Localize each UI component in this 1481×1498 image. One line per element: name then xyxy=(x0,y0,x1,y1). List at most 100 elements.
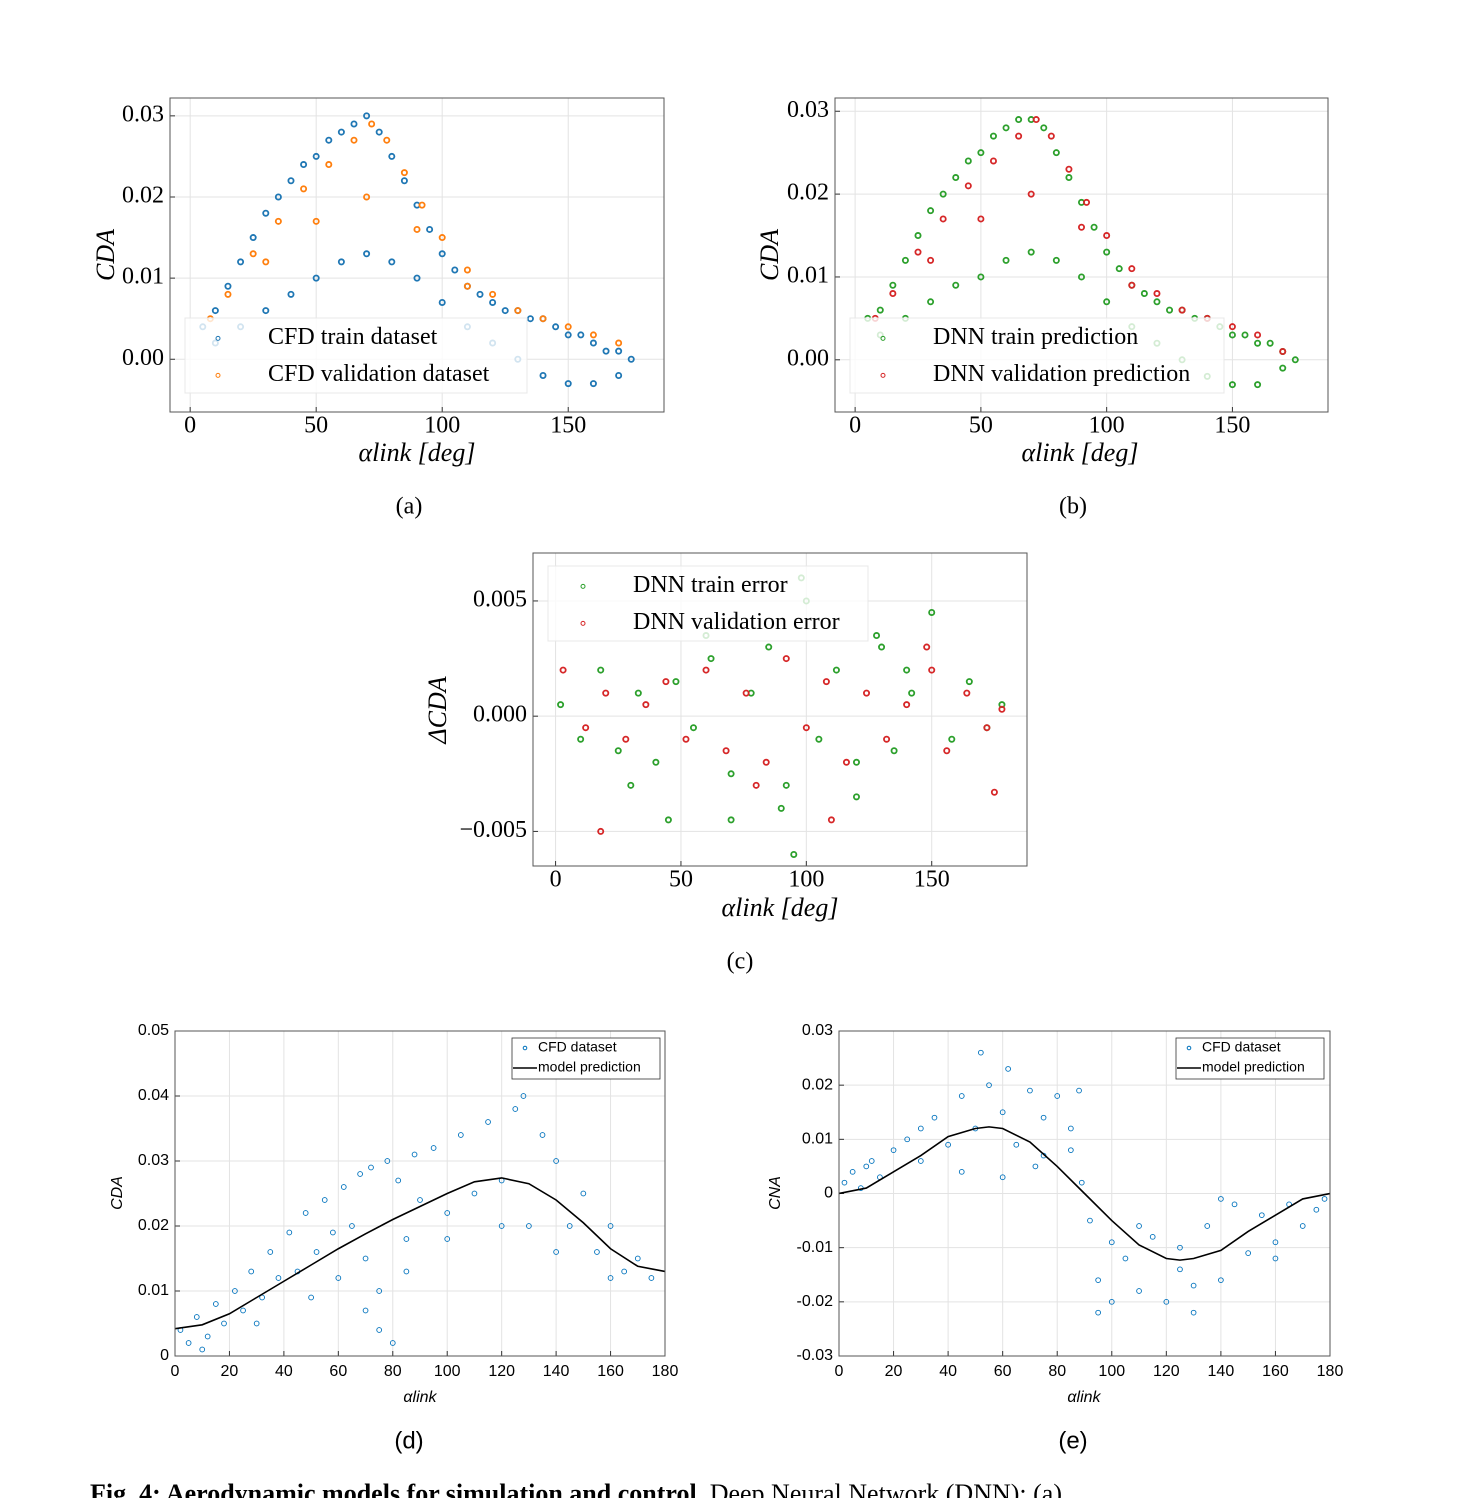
point xyxy=(368,1164,374,1171)
point xyxy=(388,152,396,160)
point xyxy=(662,678,670,686)
point xyxy=(964,182,972,190)
point xyxy=(642,701,650,709)
marks xyxy=(839,1049,1330,1316)
point xyxy=(204,1333,211,1340)
point xyxy=(634,1255,641,1262)
point xyxy=(1095,1309,1101,1316)
point xyxy=(928,666,936,674)
panel-label: (b) xyxy=(1059,494,1087,520)
panel-label: (a) xyxy=(396,494,423,520)
point xyxy=(330,1229,336,1236)
point xyxy=(1153,298,1161,306)
point xyxy=(552,323,560,331)
y-tick-label: 0.005 xyxy=(473,586,527,612)
point xyxy=(672,678,680,686)
point xyxy=(977,1049,984,1056)
point xyxy=(1128,281,1136,289)
chart: 0 50 100 150 0.00 0.01 0.02 0.03 αlink [deg] CDA C… xyxy=(91,97,665,520)
point xyxy=(199,1346,206,1353)
point xyxy=(727,816,735,824)
point xyxy=(742,689,750,697)
x-tick-label: 0 xyxy=(184,413,196,439)
point xyxy=(689,724,697,732)
y-axis-label: CDA xyxy=(91,229,120,281)
point xyxy=(908,689,916,697)
marks xyxy=(199,112,635,388)
y-axis-label: ΔCDA xyxy=(423,676,452,744)
chart: 0 20 40 60 80 100 120 140 160 180 0 0.01 0.02 0.03 0.0… xyxy=(109,1022,678,1454)
point xyxy=(627,781,635,789)
legend-box xyxy=(184,317,528,394)
axes-frame xyxy=(169,97,665,413)
x-tick-label: 80 xyxy=(384,1363,402,1380)
x-axis-label: αlink xyxy=(403,1389,437,1406)
point xyxy=(237,258,245,266)
point xyxy=(1218,1196,1224,1202)
point xyxy=(335,1275,342,1281)
point xyxy=(426,225,434,233)
point xyxy=(362,1307,369,1314)
y-tick-label: 0.00 xyxy=(122,345,164,371)
point xyxy=(1065,174,1073,182)
point xyxy=(852,793,860,801)
point xyxy=(914,232,922,240)
point xyxy=(248,1268,255,1275)
point xyxy=(939,215,947,223)
point xyxy=(1299,1223,1306,1229)
point xyxy=(878,643,886,651)
point xyxy=(1272,1255,1279,1262)
x-tick-label: 60 xyxy=(329,1363,347,1380)
point xyxy=(1190,1282,1197,1289)
point xyxy=(526,1223,532,1229)
point xyxy=(664,816,672,824)
point xyxy=(917,1158,924,1164)
point xyxy=(363,112,371,120)
point xyxy=(998,705,1006,713)
x-tick-label: 180 xyxy=(1317,1363,1344,1380)
point xyxy=(1149,1233,1156,1240)
point xyxy=(868,1158,875,1164)
legend-label: DNN train prediction xyxy=(933,324,1138,350)
point xyxy=(211,307,219,315)
point xyxy=(400,169,408,177)
point xyxy=(1108,1298,1115,1305)
point xyxy=(889,281,897,289)
point xyxy=(727,770,735,778)
point xyxy=(224,290,232,298)
point xyxy=(682,735,690,743)
point xyxy=(232,1288,238,1294)
point xyxy=(901,256,909,264)
legend-label: CFD validation dataset xyxy=(268,361,490,387)
legend-label: CFD train dataset xyxy=(268,324,438,350)
point xyxy=(849,1168,856,1175)
point xyxy=(999,1174,1006,1181)
legend-label: DNN validation error xyxy=(633,609,840,635)
point xyxy=(1115,265,1123,273)
x-tick-label: 120 xyxy=(1153,1363,1180,1380)
point xyxy=(1204,1223,1211,1229)
point xyxy=(999,1109,1006,1116)
point xyxy=(832,666,840,674)
point xyxy=(1254,331,1262,339)
point xyxy=(384,1158,391,1164)
point xyxy=(321,1197,328,1203)
y-tick-label: 0.01 xyxy=(122,264,164,290)
point xyxy=(471,1190,478,1197)
point xyxy=(762,758,770,766)
point xyxy=(914,248,922,256)
point xyxy=(594,1249,600,1255)
marks xyxy=(175,1093,665,1353)
point xyxy=(1218,1277,1224,1284)
point xyxy=(863,689,871,697)
point xyxy=(1015,116,1023,124)
axes-frame xyxy=(838,1030,1331,1357)
point xyxy=(927,256,935,264)
point xyxy=(389,1340,396,1346)
point xyxy=(457,1132,464,1138)
point xyxy=(702,666,710,674)
x-tick-label: 150 xyxy=(914,867,950,893)
point xyxy=(577,331,585,339)
point xyxy=(615,347,623,355)
point xyxy=(815,735,823,743)
